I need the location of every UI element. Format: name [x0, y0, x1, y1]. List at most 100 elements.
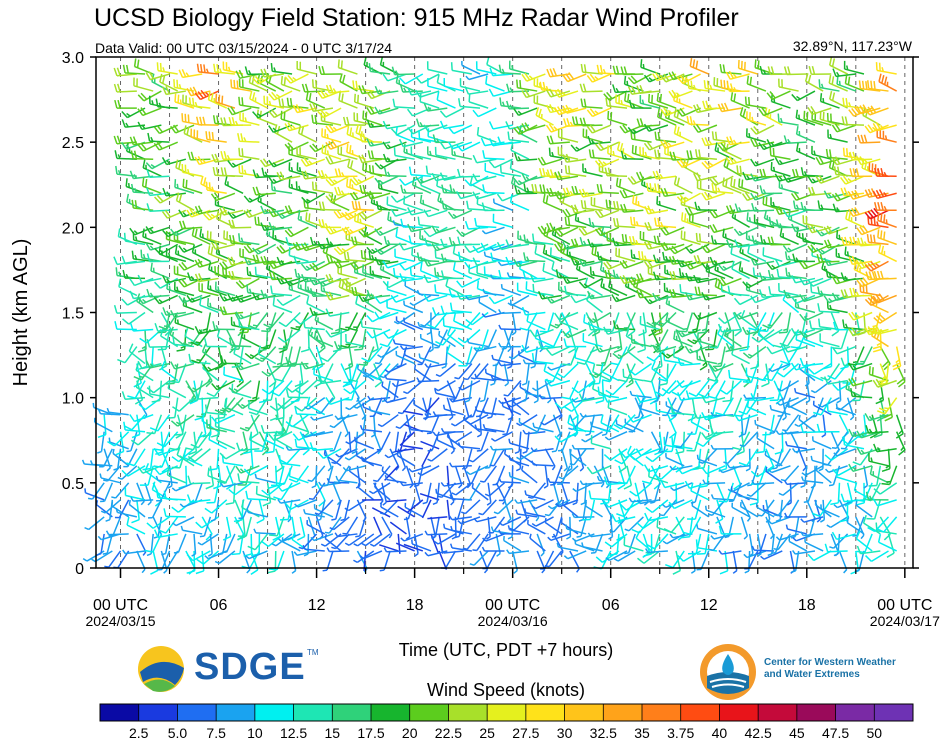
barb-feather — [417, 216, 421, 225]
barb-shaft — [239, 140, 260, 143]
barb-shaft — [125, 124, 146, 128]
barb-feather — [212, 321, 216, 330]
barb-feather — [392, 98, 396, 107]
barb-feather — [256, 173, 260, 178]
barb-feather — [379, 343, 388, 348]
barb-feather — [116, 67, 121, 76]
barb-feather — [360, 250, 363, 259]
wind-barb — [238, 233, 260, 246]
barb-feather — [403, 390, 408, 395]
wind-barb — [459, 312, 481, 329]
barb-shaft — [149, 448, 154, 469]
wind-barb — [227, 256, 252, 266]
barb-feather — [239, 427, 248, 432]
wind-barb — [260, 289, 284, 299]
barb-shaft — [560, 448, 569, 469]
barb-shaft — [116, 141, 137, 145]
barb-feather — [179, 503, 185, 508]
barb-feather — [531, 522, 537, 527]
wind-barb — [490, 363, 498, 386]
wind-barb — [287, 346, 301, 367]
barb-shaft — [444, 408, 464, 416]
barb-shaft — [560, 482, 569, 503]
barb-feather — [277, 538, 283, 543]
barb-shaft — [116, 90, 137, 93]
barb-feather — [370, 150, 375, 159]
barb-feather — [357, 178, 363, 183]
barb-feather — [153, 467, 161, 475]
barb-feather — [427, 261, 432, 266]
barb-feather — [202, 360, 207, 369]
barb-feather — [468, 93, 471, 102]
barb-shaft — [487, 482, 492, 503]
barb-feather — [464, 220, 469, 230]
barb-shaft — [285, 311, 301, 328]
wind-barb — [130, 150, 154, 160]
barb-feather — [269, 405, 278, 412]
wind-barb — [235, 294, 260, 303]
barb-feather — [253, 528, 257, 534]
barb-feather — [171, 506, 179, 513]
barb-feather — [297, 125, 302, 134]
barb-shaft — [544, 465, 549, 486]
barb-feather — [200, 175, 204, 185]
barb-feather — [489, 274, 494, 279]
barb-feather — [174, 93, 177, 102]
barb-shaft — [215, 243, 236, 251]
wind-barb — [157, 329, 171, 351]
barb-feather — [115, 507, 119, 513]
barb-shaft — [185, 465, 188, 486]
barb-feather — [238, 318, 241, 327]
barb-feather — [219, 293, 225, 302]
barb-shaft — [356, 465, 361, 486]
barb-feather — [149, 427, 159, 432]
barb-feather — [201, 412, 206, 421]
barb-feather — [392, 220, 396, 225]
barb-feather — [440, 427, 445, 433]
barb-feather — [153, 296, 161, 305]
wind-barb — [186, 550, 211, 562]
barb-feather — [244, 352, 253, 360]
barb-feather — [252, 186, 257, 196]
barb-feather — [268, 221, 273, 231]
wind-barb — [438, 550, 448, 570]
barb-shaft — [380, 431, 391, 451]
barb-feather — [454, 535, 460, 539]
barb-feather — [307, 286, 310, 292]
barb-feather — [216, 210, 220, 219]
barb-feather — [344, 542, 350, 546]
barb-feather — [496, 193, 503, 202]
barb-feather — [189, 87, 195, 96]
barb-feather — [359, 218, 362, 224]
wind-barb — [130, 496, 154, 502]
wind-barb — [268, 158, 293, 168]
barb-feather — [346, 251, 350, 261]
barb-shaft — [381, 414, 399, 428]
barb-feather — [374, 162, 382, 170]
wind-barb — [325, 84, 350, 94]
barb-shaft — [387, 288, 407, 297]
wind-barb — [269, 397, 293, 412]
barb-feather — [436, 177, 439, 187]
barb-shaft — [136, 499, 140, 520]
barb-feather — [238, 147, 241, 157]
barb-feather — [220, 482, 225, 488]
barb-feather — [190, 341, 199, 347]
wind-barb — [277, 533, 301, 543]
barb-shaft — [397, 454, 416, 467]
station-coordinates: 32.89°N, 117.23°W — [792, 38, 912, 54]
barb-shaft — [152, 550, 159, 571]
barb-shaft — [245, 516, 252, 537]
barb-feather — [509, 194, 513, 203]
barb-feather — [144, 178, 148, 188]
wind-barb — [146, 516, 170, 529]
barb-shaft — [470, 465, 481, 485]
barb-feather — [141, 124, 146, 130]
wind-barb — [174, 93, 195, 109]
barb-feather — [306, 295, 310, 304]
barb-feather — [260, 68, 265, 78]
wind-barb — [448, 515, 472, 521]
barb-feather — [149, 228, 155, 234]
wind-barb — [268, 271, 293, 281]
barb-feather — [261, 330, 270, 333]
